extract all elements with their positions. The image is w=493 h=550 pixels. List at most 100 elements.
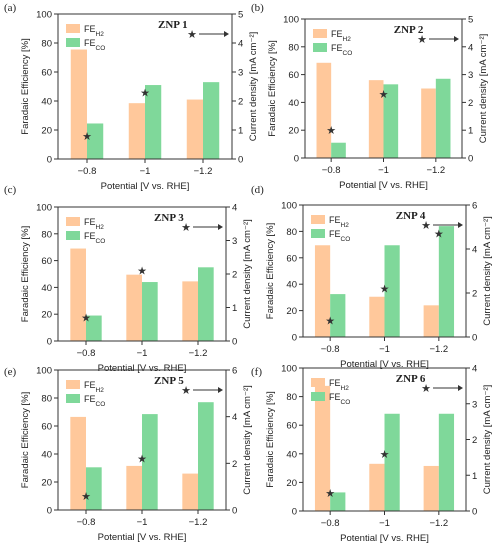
y-tick-label: 40 [41,450,52,461]
y2-axis-label: Current density [mA cm⁻²] [482,216,493,326]
current-density-point: ★ [326,125,336,137]
x-tick-label: −1 [379,344,390,355]
legend-swatch-fe-h2 [66,24,80,33]
y-tick-label: 60 [41,68,52,79]
y-tick-label: 100 [281,364,297,375]
current-density-point: ★ [380,449,390,461]
y-tick-label: 40 [41,97,52,108]
y-tick-label: 100 [36,366,52,377]
y2-tick-label: 1 [468,126,473,137]
bar-fe-h2 [369,296,385,337]
y-tick-label: 100 [36,203,52,214]
y-tick-label: 60 [288,70,299,81]
legend-swatch-fe-h2 [313,29,327,38]
bar-fe-co [142,414,158,510]
y2-tick-label: 4 [472,245,477,256]
legend-swatch-fe-h2 [66,380,80,389]
legend-swatch-fe-co [311,229,325,238]
x-tick-label: −1.2 [189,348,208,359]
arrow-head [458,385,463,391]
y2-tick-label: 2 [238,97,243,108]
legend-label-fe-h2: FEH2 [84,217,104,231]
legend-swatch-fe-co [313,43,327,52]
current-density-point: ★ [434,229,444,241]
y-tick-label: 80 [288,42,299,53]
y2-tick-label: 4 [232,412,237,423]
legend-label-fe-h2: FEH2 [331,29,351,43]
current-density-point: ★ [380,284,390,296]
y2-tick-label: 2 [472,435,477,446]
x-tick-label: −1 [140,166,151,177]
bar-fe-h2 [128,103,145,159]
y-tick-label: 20 [41,126,52,137]
panel-title: ZNP 5 [154,375,184,387]
x-axis-label: Potential [V vs. RHE] [339,180,428,191]
x-tick-label: −0.8 [321,518,340,529]
bar-fe-co [86,467,102,510]
legend-label-fe-co: FECO [329,229,350,243]
x-tick-label: −1 [137,348,148,359]
current-density-point: ★ [137,454,147,466]
legend-label-fe-h2: FEH2 [329,215,349,229]
chart-panel-6: ★ ★ 0 20 40 60 80 100 0 1 2 3 4 −0.8 −1 −1.2 Faradaic Ef… [251,364,493,545]
bar-fe-co [145,85,162,159]
legend-label-fe-co: FECO [84,394,105,408]
x-tick-label: −1 [378,165,389,176]
y-axis-label: Faradaic Efficiency [%] [265,223,276,319]
x-tick-label: −0.8 [322,165,341,176]
y-tick-label: 20 [41,310,52,321]
panel-title: ZNP 2 [394,24,424,36]
bar-fe-h2 [182,473,198,510]
y-tick-label: 40 [41,283,52,294]
star-arrow-icon: ★ [181,385,191,397]
y-tick-label: 80 [286,392,297,403]
panel-title: ZNP 1 [158,19,188,31]
y2-tick-label: 3 [238,68,243,79]
y2-axis-label: Current density [mA cm⁻²] [242,219,253,329]
current-density-point: ★ [137,266,147,278]
y-tick-label: 60 [286,421,297,432]
y-tick-label: 100 [36,10,52,21]
panel-letter: (f) [251,366,262,378]
legend-swatch-fe-co [311,392,325,401]
y-tick-label: 20 [286,306,297,317]
legend-swatch-fe-co [66,394,80,403]
legend-label-fe-co: FECO [84,231,105,245]
bar-fe-co [438,413,455,511]
arrow-head [218,387,223,393]
y2-tick-label: 0 [472,507,477,518]
current-density-point: ★ [325,488,335,500]
x-axis-label: Potential [V vs. RHE] [340,533,429,544]
x-tick-label: −0.8 [78,166,97,177]
star-arrow-icon: ★ [421,383,431,395]
bar-fe-h2 [368,80,384,158]
arrow-head [454,36,459,42]
bar-fe-co [383,84,399,158]
x-axis-label: Potential [V vs. RHE] [101,181,190,192]
legend-label-fe-co: FECO [84,38,105,52]
bar-fe-h2 [126,274,142,341]
bar-fe-h2 [186,99,203,159]
current-density-point: ★ [81,313,91,325]
current-density-point: ★ [81,491,91,503]
bar-fe-h2 [314,245,331,337]
y2-tick-label: 6 [232,366,237,377]
bar-fe-co [330,492,346,511]
y2-tick-label: 0 [232,506,237,517]
bar-fe-h2 [314,385,331,511]
y-tick-label: 0 [292,333,297,344]
y2-tick-label: 3 [472,399,477,410]
y-axis-label: Faradaic Efficiency [%] [265,391,276,487]
bar-fe-h2 [70,416,86,510]
y2-tick-label: 0 [238,155,243,166]
panel-title: ZNP 6 [396,373,426,385]
y2-tick-label: 4 [472,364,477,375]
y-tick-label: 60 [41,256,52,267]
current-density-point: ★ [82,131,92,143]
y2-tick-label: 2 [468,98,473,109]
y-tick-label: 80 [41,229,52,240]
x-tick-label: −1.2 [429,344,448,355]
bar-fe-h2 [126,465,142,510]
